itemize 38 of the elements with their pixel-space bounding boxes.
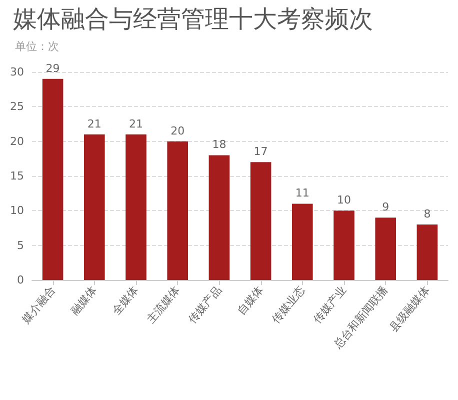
y-tick-label: 5 [17, 238, 24, 252]
bar [84, 134, 105, 280]
chart-title: 媒体融合与经营管理十大考察频次 [13, 5, 373, 33]
x-tick-label: 全媒体 [110, 284, 141, 318]
bar [208, 155, 230, 280]
bar [167, 141, 188, 280]
x-tick-label: 传媒产业 [310, 284, 349, 326]
data-label: 8 [424, 208, 431, 221]
x-tick-label: 县级融媒体 [386, 284, 432, 334]
data-label: 9 [382, 200, 390, 214]
bar [126, 134, 146, 280]
x-tick-label: 融媒体 [68, 284, 100, 318]
x-tick-label: 传媒产品 [186, 284, 224, 326]
bar [334, 210, 354, 280]
bar [292, 204, 313, 280]
y-tick-label: 15 [10, 170, 24, 182]
chart-subtitle: 单位：次 [15, 40, 59, 53]
data-label: 21 [87, 117, 102, 130]
x-tick-label: 主流媒体 [144, 284, 183, 326]
y-tick-label: 20 [10, 134, 24, 148]
data-label: 17 [254, 145, 268, 158]
x-tick-label: 自媒体 [234, 284, 266, 318]
y-tick-label: 10 [10, 204, 24, 218]
bar [250, 162, 272, 280]
x-tick-label: 媒介融合 [20, 284, 58, 326]
bar [375, 218, 396, 280]
data-label: 29 [46, 62, 60, 75]
bar [42, 78, 64, 280]
data-label: 11 [295, 186, 310, 200]
y-tick-label: 30 [10, 66, 24, 78]
x-tick-label: 传媒业态 [269, 284, 308, 326]
data-label: 20 [170, 124, 185, 138]
y-tick-label: 0 [17, 274, 24, 286]
y-tick-label: 25 [10, 100, 24, 114]
data-label: 18 [212, 138, 226, 152]
bar [416, 224, 438, 280]
data-label: 21 [129, 117, 143, 130]
data-label: 10 [337, 194, 351, 207]
